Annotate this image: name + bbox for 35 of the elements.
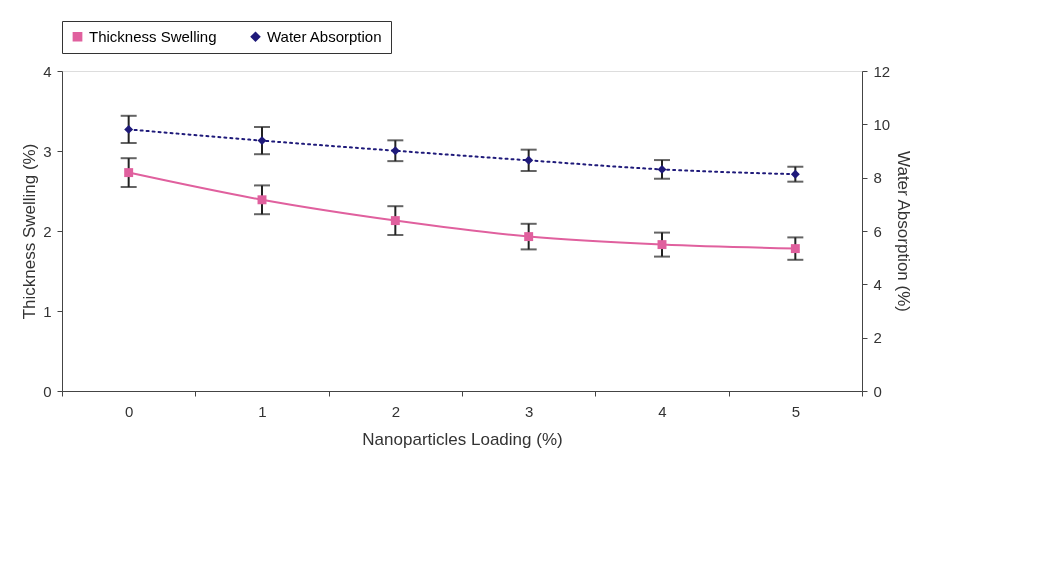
y2-tick-label: 6 (873, 222, 882, 240)
point (524, 232, 534, 242)
point (257, 195, 267, 205)
point (257, 136, 267, 146)
point (124, 168, 134, 178)
point (790, 169, 800, 179)
y-tick-label: 0 (43, 382, 52, 400)
y-tick-label: 3 (43, 142, 52, 160)
point (657, 164, 667, 174)
legend-label: Water Absorption (267, 27, 382, 45)
x-tick-label: 3 (524, 402, 534, 420)
y2-tick-label: 10 (873, 115, 891, 133)
y2-tick-label: 0 (873, 382, 882, 400)
y-axis-title: Thickness Swelling (%) (20, 143, 40, 320)
x-tick-label: 1 (258, 402, 267, 420)
y-tick-label: 2 (43, 222, 52, 240)
point (390, 146, 400, 156)
point (524, 155, 534, 165)
x-axis-title: Nanoparticles Loading (%) (362, 429, 563, 449)
x-tick-label: 2 (391, 402, 401, 420)
x-tick-label: 4 (658, 402, 667, 420)
point (390, 216, 400, 226)
y-tick-label: 4 (43, 62, 52, 80)
point (124, 124, 134, 134)
point (790, 244, 800, 254)
y2-tick-label: 2 (873, 329, 882, 347)
y2-tick-label: 8 (873, 169, 882, 187)
x-tick-label: 0 (124, 402, 134, 420)
y2-axis-title: Water Absorption (%) (894, 151, 914, 312)
y-tick-label: 1 (43, 302, 52, 320)
y2-tick-label: 12 (873, 62, 891, 80)
y2-tick-label: 4 (873, 275, 882, 293)
point (657, 240, 667, 250)
x-tick-label: 5 (791, 402, 801, 420)
legend-label: Thickness Swelling (89, 27, 217, 45)
